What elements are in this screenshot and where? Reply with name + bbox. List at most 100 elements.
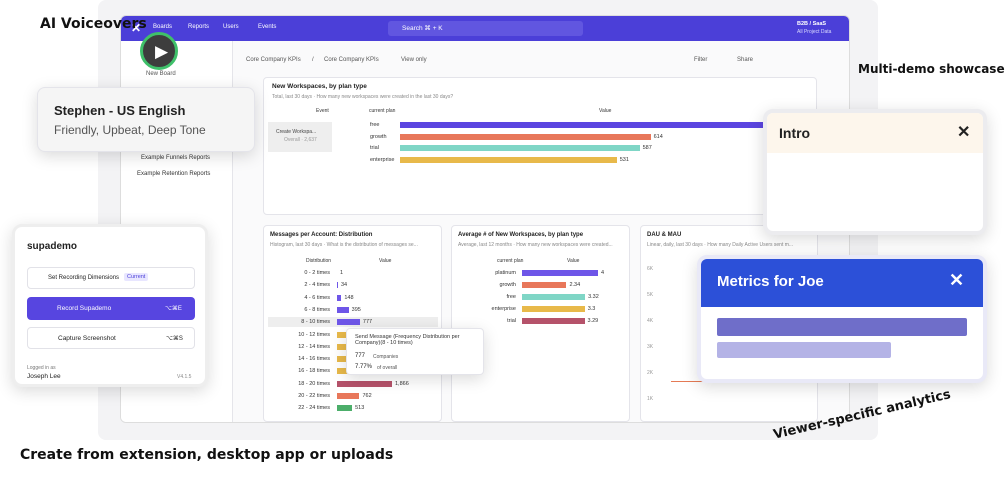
bar: [400, 133, 651, 140]
widget-subtitle: Linear, daily, last 30 days · How many D…: [647, 242, 794, 248]
record-label: Record Supademo: [57, 305, 112, 312]
search[interactable]: Search ⌘ + K: [388, 21, 583, 36]
column: Value: [599, 108, 612, 114]
category-label: 14 - 16 times: [298, 356, 330, 363]
column: Event: [316, 108, 329, 114]
badge: Current: [124, 273, 149, 281]
column: Value: [567, 258, 580, 264]
logo: ✕: [131, 21, 142, 35]
tooltip-share: 7.77%: [355, 364, 373, 370]
bar: [400, 157, 617, 164]
value-label: 3.3: [587, 306, 596, 312]
widget-title: DAU & MAU: [647, 232, 682, 238]
column: current plan: [497, 258, 524, 264]
annotation: AI Voiceovers: [40, 16, 147, 32]
category-label: 8 - 10 times: [301, 319, 330, 326]
voice-name: Stephen - US English: [54, 103, 186, 118]
category-label: free: [370, 122, 380, 128]
metrics-title: Metrics for Joe: [717, 273, 824, 290]
placeholder-bar: [717, 318, 967, 336]
bar: [400, 122, 800, 128]
value-label: 2.34: [569, 282, 581, 288]
y-tick-label: 5K: [647, 292, 654, 298]
value-label: 3.32: [588, 294, 599, 300]
column: Distribution: [306, 258, 332, 264]
widget-title: Average # of New Workspaces, by plan typ…: [458, 232, 584, 238]
extension-card: supademo Set Recording Dimensions Curren…: [12, 224, 208, 387]
tooltip-count: 777: [355, 353, 366, 359]
annotation: Create from extension, desktop app or up…: [20, 447, 394, 463]
category-label: growth: [499, 282, 516, 288]
bar: [337, 380, 392, 387]
voice-desc: Friendly, Upbeat, Deep Tone: [54, 123, 206, 137]
widget-subtitle: Total, last 30 days · How many new works…: [272, 94, 454, 100]
breadcrumb[interactable]: Core Company KPIs: [246, 57, 301, 63]
breadcrumb[interactable]: Core Company KPIs: [324, 57, 379, 63]
bar: [337, 282, 338, 289]
breadcrumb-sep: /: [312, 57, 314, 63]
project: B2B / SaaS: [797, 21, 827, 27]
sidebar-item[interactable]: Example Funnels Reports: [141, 155, 211, 161]
close-icon[interactable]: ✕: [949, 270, 965, 290]
category-label: enterprise: [370, 157, 395, 164]
value-label: 148: [344, 294, 354, 301]
nav-item: Users: [223, 24, 239, 30]
intro-title: Intro: [779, 125, 811, 141]
bar: [400, 145, 640, 152]
nav-items: Boards Reports Users Events: [153, 24, 353, 34]
voice-card: Stephen - US English Friendly, Upbeat, D…: [37, 87, 255, 152]
category-label: 4 - 6 times: [304, 294, 330, 301]
record-button[interactable]: Record Supademo ⌥⌘E: [27, 297, 195, 320]
bar: [522, 270, 598, 276]
nav-item: Events: [258, 24, 277, 30]
bar: [522, 306, 585, 312]
category-label: 10 - 12 times: [298, 331, 330, 338]
play-icon: ▶: [155, 42, 169, 61]
y-tick-label: 1K: [647, 396, 654, 402]
metrics-header: Metrics for Joe ✕: [701, 259, 983, 307]
bar: [337, 405, 353, 412]
value-label: 513: [355, 405, 365, 412]
y-tick-label: 2K: [647, 370, 654, 376]
close-icon[interactable]: ✕: [957, 124, 971, 141]
capture-label: Capture Screenshot: [58, 335, 116, 342]
value-label: 531: [619, 157, 629, 164]
widget-subtitle: Average, last 12 months · How many new w…: [458, 242, 613, 248]
placeholder-bar: [717, 342, 891, 358]
value-label: 1,866: [395, 380, 409, 387]
filter[interactable]: Filter: [694, 57, 708, 63]
user: Joseph Lee: [27, 373, 61, 380]
widget-title: Messages per Account: Distribution: [270, 232, 373, 238]
value-label: 614: [653, 133, 663, 140]
category-label: 0 - 2 times: [304, 270, 330, 276]
brand: supademo: [27, 241, 78, 252]
capture-button[interactable]: Capture Screenshot ⌥⌘S: [27, 327, 195, 349]
value-label: 4: [601, 270, 605, 276]
category-label: growth: [370, 133, 387, 140]
new-board[interactable]: New Board: [146, 71, 176, 77]
search-text: Search ⌘ + K: [402, 25, 443, 32]
tooltip-unit: Companies: [373, 354, 399, 360]
column: current plan: [369, 108, 396, 114]
category-label: platinum: [495, 270, 516, 276]
y-tick-label: 4K: [647, 318, 654, 324]
sidebar-item[interactable]: Example Retention Reports: [137, 171, 211, 177]
intro-header: [767, 113, 983, 153]
value-label: 762: [362, 393, 372, 399]
category-label: 12 - 14 times: [298, 343, 330, 350]
bar: [522, 282, 567, 288]
dimensions[interactable]: Set Recording Dimensions Current: [27, 267, 195, 289]
event: Create Workspa...: [276, 129, 317, 135]
category-label: trial: [370, 145, 379, 152]
column: Value: [379, 258, 392, 264]
value-label: 395: [351, 306, 361, 313]
share[interactable]: Share: [737, 57, 754, 63]
bar: [522, 318, 585, 324]
bar: [522, 294, 586, 300]
intro-card: Intro ✕: [763, 109, 987, 235]
tooltip: Send Message (Frequency Distribution per…: [346, 328, 484, 375]
play-button[interactable]: ▶: [140, 32, 178, 70]
category-label: 20 - 22 times: [298, 393, 330, 399]
widget-title: New Workspaces, by plan type: [272, 83, 367, 90]
